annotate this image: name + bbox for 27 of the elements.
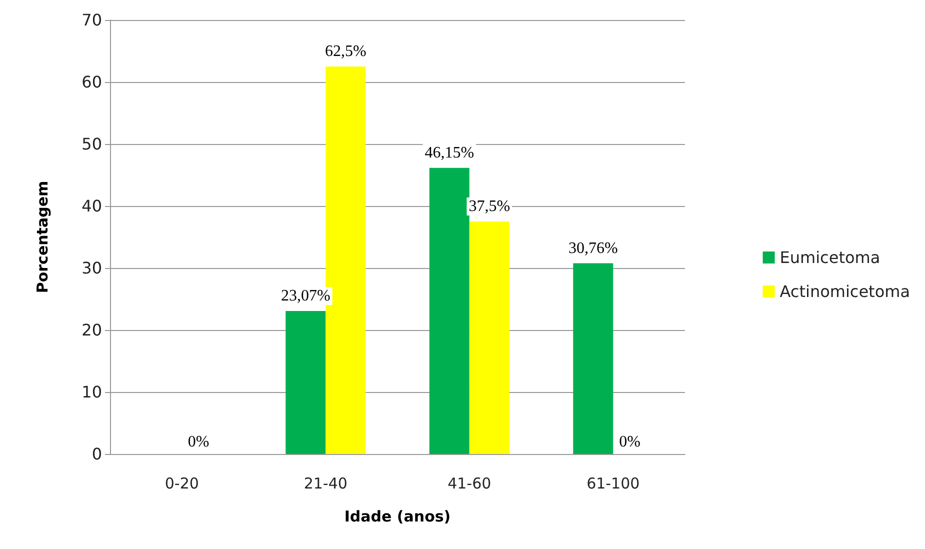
- bar: [573, 263, 614, 454]
- x-tick-label: 41-60: [448, 474, 492, 492]
- data-label: 30,76%: [568, 240, 618, 257]
- y-tick-label: 50: [82, 134, 102, 154]
- y-tick-label: 60: [82, 72, 102, 92]
- y-tick-label: 30: [82, 258, 102, 278]
- x-tick-label: 0-20: [164, 474, 199, 492]
- y-tick-label: 10: [82, 382, 102, 402]
- data-label: 46,15%: [424, 144, 474, 162]
- data-label: 23,07%: [280, 287, 330, 304]
- x-tick-label: 61-100: [586, 474, 640, 492]
- legend-label: Eumicetoma: [780, 248, 880, 267]
- annotation: 0%: [619, 434, 640, 450]
- x-tick-label: 21-40: [304, 474, 348, 492]
- data-label: 37,5%: [468, 198, 510, 215]
- annotation: 0%: [188, 434, 210, 450]
- y-tick-label: 70: [82, 10, 102, 30]
- y-tick-label: 0: [92, 444, 102, 464]
- y-axis-title: Porcentagem: [34, 180, 52, 294]
- bar: [286, 310, 326, 454]
- y-tick-label: 40: [82, 196, 102, 216]
- legend-label: Actinomicetoma: [780, 282, 910, 301]
- y-tick-label: 20: [82, 320, 102, 340]
- bar: [469, 222, 510, 454]
- data-label: 62,5%: [324, 43, 366, 60]
- x-axis-title: Idade (anos): [344, 508, 451, 526]
- bar: [429, 168, 470, 454]
